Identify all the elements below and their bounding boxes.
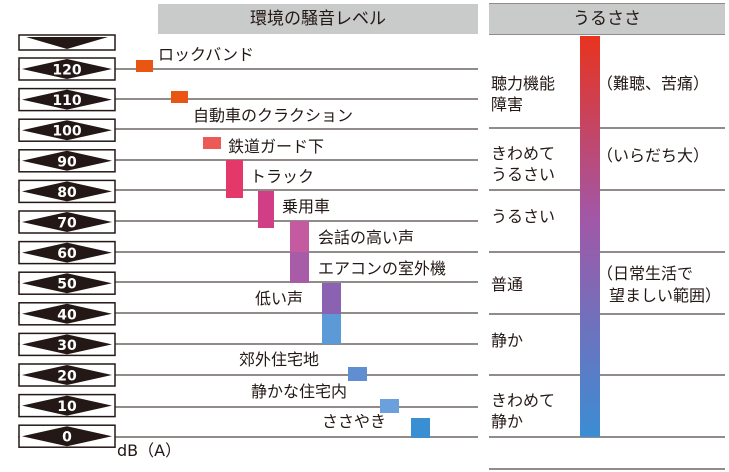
level-marker-diamond [22, 334, 112, 355]
level-marker-diamond [22, 150, 112, 171]
annoyance-very-noisy-line2: うるさい [491, 165, 556, 184]
source-label-suburban-residential: 郊外住宅地 [239, 350, 320, 369]
annoyance-normal-note-line2: 望ましい範囲） [609, 286, 722, 305]
annoyance-very-quiet-line2: 静か [491, 412, 524, 431]
level-marker-diamond [22, 59, 112, 79]
level-marker-diamond [22, 273, 112, 294]
annoyance-hearing-damage-line1: 聴力機能 [491, 74, 556, 93]
source-bar-extension [322, 314, 341, 344]
source-label-whisper: ささやき [322, 412, 387, 431]
source-bar [136, 60, 153, 72]
level-marker-diamond [22, 89, 112, 110]
level-marker-label: 100 [52, 124, 81, 140]
level-marker-label: 10 [57, 399, 77, 415]
source-label-truck: トラック [250, 167, 315, 186]
level-marker-label: 20 [57, 369, 77, 385]
source-bar [203, 137, 221, 149]
level-marker-label: 120 [52, 63, 81, 79]
source-label-car-horn: 自動車のクラクション [193, 106, 354, 125]
annoyance-gradient-bar [580, 36, 600, 437]
source-label-passenger-car: 乗用車 [282, 197, 331, 216]
annoyance-normal-note-line1: （日常生活で [597, 264, 694, 283]
level-marker-diamond [22, 303, 112, 324]
level-marker-label: 70 [57, 216, 77, 232]
annoyance-quiet: 静か [491, 331, 524, 350]
level-marker-label: 80 [57, 185, 77, 201]
annoyance-very-quiet-line1: きわめて [491, 391, 556, 410]
annoyance-very-noisy-note: （いらだち大） [597, 146, 710, 165]
annoyance-hearing-damage-line2: 障害 [491, 95, 524, 114]
source-label-loud-conversation: 会話の高い声 [318, 228, 415, 247]
source-label-rock-band: ロックバンド [158, 45, 255, 64]
top-marker-arrow [26, 37, 108, 49]
level-marker-label: 110 [52, 93, 81, 109]
annoyance-very-noisy-line1: きわめて [491, 144, 556, 163]
source-label-ac-outdoor-unit: エアコンの室外機 [318, 259, 447, 278]
level-marker-label: 30 [57, 338, 77, 354]
annoyance-header: うるささ [489, 4, 725, 34]
source-bar [226, 160, 243, 198]
annoyance-normal: 普通 [491, 275, 524, 294]
source-bar [348, 367, 367, 381]
level-marker-label: 0 [62, 430, 72, 446]
source-bar [171, 91, 188, 103]
level-marker-diamond [22, 181, 112, 202]
unit-label: dB（A） [117, 441, 182, 460]
source-label-low-voice: 低い声 [255, 289, 304, 308]
level-marker-diamond [22, 426, 112, 447]
level-marker-diamond [22, 395, 112, 416]
source-label-railway-underpass: 鉄道ガード下 [228, 137, 325, 156]
source-bars [136, 60, 430, 438]
level-marker-label: 60 [57, 246, 77, 262]
annoyance-hearing-damage-note: （難聴、苦痛） [597, 74, 710, 93]
source-bar [290, 252, 309, 283]
level-marker-label: 90 [57, 154, 77, 170]
level-marker-diamond [22, 365, 112, 385]
environment-noise-header: 環境の騒音レベル [158, 4, 478, 34]
source-bar [258, 191, 274, 228]
source-bar [322, 283, 341, 314]
annoyance-noisy: うるさい [491, 207, 556, 226]
level-marker-label: 50 [57, 277, 77, 293]
source-bar [411, 418, 430, 438]
level-marker-diamond [22, 120, 112, 141]
level-marker-diamond [22, 212, 112, 232]
level-marker-diamond [22, 242, 112, 263]
source-label-quiet-home: 静かな住宅内 [251, 382, 348, 401]
level-marker-label: 40 [57, 307, 77, 323]
source-bar [380, 399, 399, 413]
